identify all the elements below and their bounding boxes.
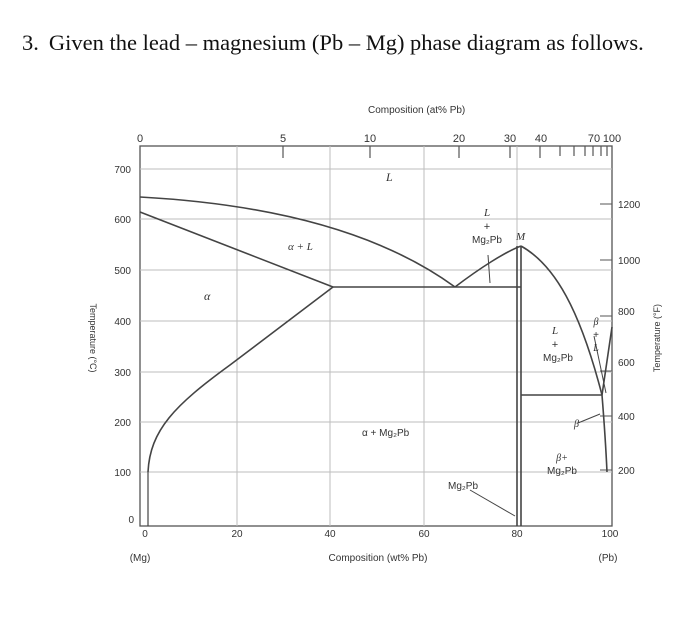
right-tick-600: 600 xyxy=(618,358,635,369)
bottom-tick-0: 0 xyxy=(142,529,148,540)
liquidus-mg2pb-left xyxy=(454,245,522,288)
label-alpha: α xyxy=(204,289,211,303)
label-arrows xyxy=(469,254,607,517)
top-tick-20: 20 xyxy=(453,133,465,145)
left-tick-100: 100 xyxy=(114,468,131,479)
bottom-end-mg: (Mg) xyxy=(130,553,151,564)
bottom-tick-40: 40 xyxy=(324,529,336,540)
label-beta-l-l: L xyxy=(592,343,599,354)
bottom-tick-60: 60 xyxy=(418,529,430,540)
right-axis-ticks xyxy=(600,203,612,471)
left-tick-500: 500 xyxy=(114,266,131,277)
left-tick-600: 600 xyxy=(114,215,131,226)
solidus-alpha xyxy=(139,211,334,288)
right-axis-title: Temperature (°F) xyxy=(652,304,662,372)
label-beta: β xyxy=(573,419,579,430)
left-axis-title: Temperature (°C) xyxy=(88,303,98,372)
plot-frame xyxy=(139,145,613,527)
bottom-tick-20: 20 xyxy=(231,529,243,540)
beta-solvus xyxy=(601,394,608,473)
top-tick-0: 0 xyxy=(137,133,143,145)
label-right-l: L xyxy=(551,325,558,337)
left-tick-200: 200 xyxy=(114,418,131,429)
label-beta-l-plus: + xyxy=(593,330,599,341)
phase-boundaries xyxy=(139,196,613,526)
bottom-end-pb: (Pb) xyxy=(599,553,618,564)
right-tick-200: 200 xyxy=(618,466,635,477)
label-mg2pb-line: Mg₂Pb xyxy=(448,481,478,492)
bottom-tick-100: 100 xyxy=(602,529,619,540)
top-tick-5: 5 xyxy=(280,133,286,145)
label-beta-mg2pb-b: β+ xyxy=(555,453,568,464)
top-tick-100: 100 xyxy=(603,133,621,145)
top-axis-title: Composition (at% Pb) xyxy=(368,105,465,116)
label-alpha-plus-liquid: α + L xyxy=(288,241,313,253)
left-tick-300: 300 xyxy=(114,368,131,379)
top-axis-ticks xyxy=(282,146,608,158)
question-number: 3. xyxy=(22,30,39,55)
top-tick-10: 10 xyxy=(364,133,376,145)
bottom-tick-80: 80 xyxy=(511,529,523,540)
question-statement: Given the lead – magnesium (Pb – Mg) pha… xyxy=(48,30,644,55)
label-l-mg2pb-l: L xyxy=(483,207,490,219)
label-beta-mg2pb-c: Mg₂Pb xyxy=(547,466,577,477)
liquidus-left xyxy=(139,196,456,288)
left-tick-400: 400 xyxy=(114,317,131,328)
label-right-plus: + xyxy=(552,339,558,351)
right-tick-1200: 1200 xyxy=(618,200,641,211)
label-alpha-mg2pb: α + Mg₂Pb xyxy=(362,428,410,439)
label-beta-l-b: β xyxy=(593,317,599,328)
label-max-point: M xyxy=(515,231,526,243)
left-tick-0: 0 xyxy=(128,515,134,526)
label-l-mg2pb-c: Mg₂Pb xyxy=(472,235,502,246)
top-tick-40: 40 xyxy=(535,133,547,145)
top-tick-30: 30 xyxy=(504,133,516,145)
liquidus-mg2pb-right xyxy=(520,245,603,396)
right-tick-800: 800 xyxy=(618,307,635,318)
question-text: 3. Given the lead – magnesium (Pb – Mg) p… xyxy=(22,30,644,56)
top-tick-70: 70 xyxy=(588,133,600,145)
bottom-axis-title: Composition (wt% Pb) xyxy=(329,553,428,564)
label-liquid: L xyxy=(385,170,393,184)
label-right-mg2pb: Mg₂Pb xyxy=(543,353,573,364)
label-l-mg2pb-plus: + xyxy=(484,221,490,233)
solvus-alpha xyxy=(147,286,334,473)
right-tick-400: 400 xyxy=(618,412,635,423)
beta-liquidus xyxy=(601,326,613,396)
right-tick-1000: 1000 xyxy=(618,256,641,267)
left-tick-700: 700 xyxy=(114,165,131,176)
